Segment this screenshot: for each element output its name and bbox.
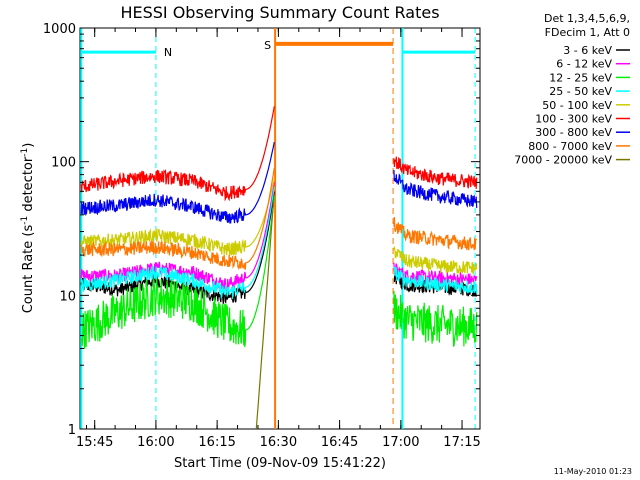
- legend-entry-label: 12 - 25 keV: [549, 71, 612, 84]
- legend-header-line-2: FDecim 1, Att 0: [545, 26, 630, 39]
- series-trace-post: [393, 262, 478, 287]
- series-trace-post: [393, 169, 478, 209]
- series-layer: [80, 106, 478, 430]
- series-trace-flare: [255, 202, 275, 430]
- x-tick-label: 16:45: [321, 435, 358, 450]
- legend-entry-label: 100 - 300 keV: [535, 113, 612, 126]
- series-trace-pre: [80, 167, 275, 271]
- plot-frame: [79, 27, 481, 430]
- series-trace-post: [393, 246, 478, 275]
- series-trace-pre: [80, 141, 275, 225]
- series-trace-post: [393, 290, 478, 348]
- y-tick-label: 1: [68, 423, 76, 438]
- y-label-mid: detector: [21, 156, 36, 216]
- series-trace-post: [393, 216, 478, 251]
- footer-timestamp: 11-May-2010 01:23: [554, 467, 632, 476]
- x-tick-label: 15:45: [76, 435, 113, 450]
- legend-entry-label: 25 - 50 keV: [549, 85, 612, 98]
- legend-entry-label: 300 - 800 keV: [535, 126, 612, 139]
- y-tick-label: 100: [51, 156, 76, 171]
- x-tick-label: 17:15: [443, 435, 480, 450]
- legend: Det 1,3,4,5,6,9, FDecim 1, Att 0 3 - 6 k…: [514, 12, 630, 167]
- y-label-exp1: -1: [20, 216, 30, 225]
- legend-entry-label: 50 - 100 keV: [542, 99, 612, 112]
- saa-label: S: [264, 39, 271, 52]
- series-trace-pre: [80, 196, 275, 350]
- y-axis-label: Count Rate (s-1 detector-1): [20, 143, 36, 314]
- series-trace-pre: [80, 182, 275, 294]
- legend-header-line-1: Det 1,3,4,5,6,9,: [544, 12, 630, 25]
- axes-layer: 15:45 16:00 16:15 16:30 16:45 17:00 17:15 1 10 10…: [43, 22, 481, 450]
- x-tick-label: 16:00: [137, 435, 174, 450]
- y-label-exp2: -1: [20, 148, 30, 157]
- markers-layer: NS: [80, 28, 476, 429]
- y-tick-label: 10: [59, 289, 76, 304]
- chart-title: HESSI Observing Summary Count Rates: [120, 3, 439, 22]
- x-tick-label: 17:00: [382, 435, 419, 450]
- x-axis-label: Start Time (09-Nov-09 15:41:22): [174, 456, 386, 471]
- series-trace-post: [393, 156, 478, 189]
- legend-entry-label: 6 - 12 keV: [556, 58, 612, 71]
- x-tick-label: 16:30: [260, 435, 297, 450]
- y-label-end: ): [21, 143, 36, 148]
- series-trace-post: [393, 266, 478, 295]
- legend-entry-label: 800 - 7000 keV: [528, 140, 612, 153]
- series-trace-pre: [80, 106, 275, 202]
- y-label-base: Count Rate (s: [21, 225, 36, 314]
- series-trace-pre: [80, 186, 275, 300]
- night-label: N: [164, 46, 172, 59]
- legend-entry-label: 7000 - 20000 keV: [514, 154, 612, 167]
- y-tick-label: 1000: [43, 22, 76, 37]
- legend-entry-label: 3 - 6 keV: [563, 44, 612, 57]
- series-trace-pre: [80, 178, 275, 257]
- x-tick-label: 16:15: [198, 435, 235, 450]
